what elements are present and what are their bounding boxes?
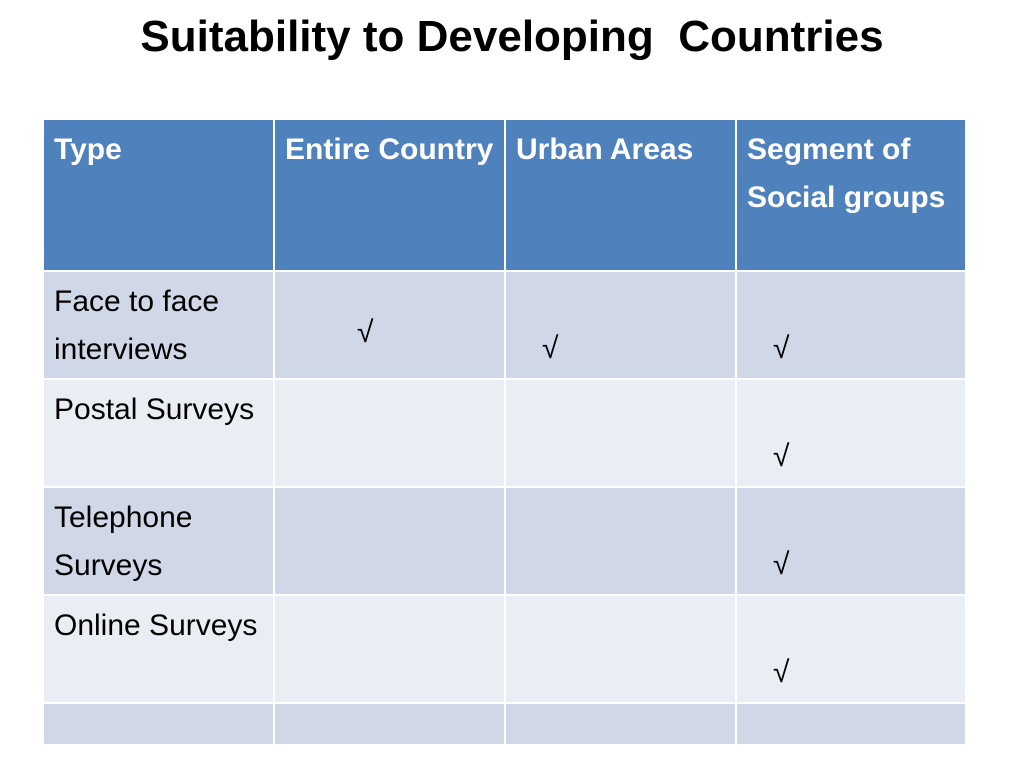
urban-areas-cell — [504, 378, 737, 488]
row-type-label — [42, 702, 275, 746]
segment-cell: √ — [735, 594, 967, 704]
check-mark: √ — [542, 332, 559, 365]
check-mark: √ — [357, 316, 374, 349]
header-entire-country: Entire Country — [273, 118, 506, 272]
header-segment-social-groups: Segment of Social groups — [735, 118, 967, 272]
header-urban-areas: Urban Areas — [504, 118, 737, 272]
header-type: Type — [42, 118, 275, 272]
segment-cell: √ — [735, 486, 967, 596]
check-mark: √ — [773, 332, 790, 365]
entire-country-cell — [273, 594, 506, 704]
table-row: Face to face interviews √ √ √ — [42, 270, 967, 380]
slide-title: Suitability to Developing Countries — [140, 12, 884, 61]
urban-areas-cell — [504, 594, 737, 704]
table-row: Postal Surveys √ — [42, 378, 967, 488]
entire-country-cell — [273, 486, 506, 596]
urban-areas-cell — [504, 486, 737, 596]
table-row: Online Surveys √ — [42, 594, 967, 704]
entire-country-cell — [273, 702, 506, 746]
check-mark: √ — [773, 440, 790, 473]
segment-cell: √ — [735, 378, 967, 488]
table-row: Telephone Surveys √ — [42, 486, 967, 596]
suitability-table: Type Entire Country Urban Areas Segment … — [42, 118, 967, 746]
row-type-label: Face to face interviews — [42, 270, 275, 380]
segment-cell: √ — [735, 270, 967, 380]
row-type-label: Telephone Surveys — [42, 486, 275, 596]
row-type-label: Online Surveys — [42, 594, 275, 704]
check-mark: √ — [773, 656, 790, 689]
segment-cell — [735, 702, 967, 746]
urban-areas-cell — [504, 702, 737, 746]
table-header-row: Type Entire Country Urban Areas Segment … — [42, 118, 967, 272]
entire-country-cell — [273, 378, 506, 488]
check-mark: √ — [773, 548, 790, 581]
row-type-label: Postal Surveys — [42, 378, 275, 488]
table-row — [42, 702, 967, 746]
entire-country-cell: √ — [273, 270, 506, 380]
urban-areas-cell: √ — [504, 270, 737, 380]
